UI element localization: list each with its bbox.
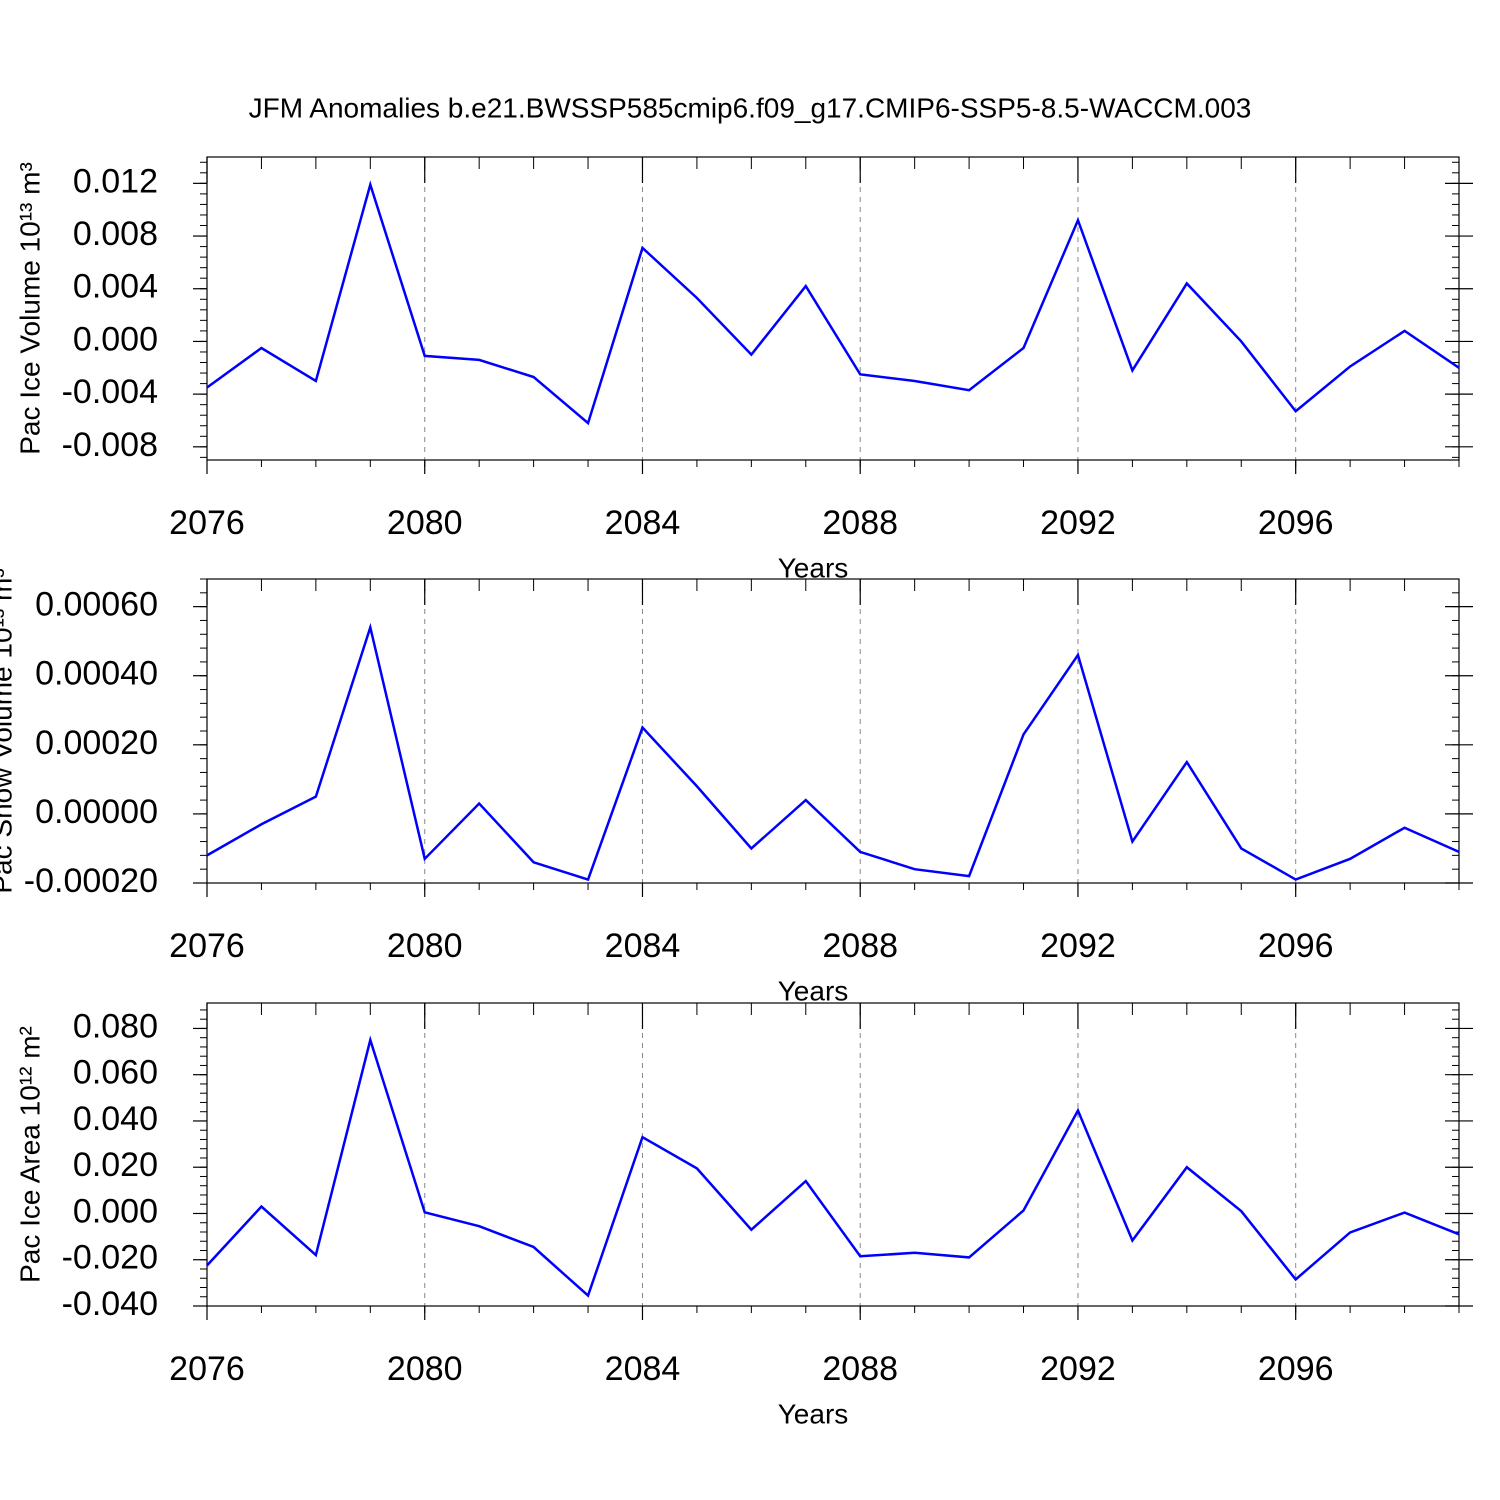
x-tick-label: 2080 (387, 927, 463, 965)
y-tick-label: 0.000 (73, 320, 158, 358)
y-axis-label: Pac Snow Volume 10¹³ m³ (0, 568, 17, 893)
y-tick-label: -0.00020 (24, 862, 158, 900)
y-tick-label: -0.020 (62, 1239, 158, 1277)
y-tick-label: -0.040 (62, 1285, 158, 1323)
data-line (206, 1035, 1460, 1298)
x-tick-label: 2084 (605, 1350, 681, 1388)
y-tick-label: 0.060 (73, 1054, 158, 1092)
x-tick-label: 2092 (1040, 1350, 1116, 1388)
y-tick-label: 0.008 (73, 215, 158, 253)
x-tick-label: 2088 (822, 1350, 898, 1388)
y-tick-label: 0.00020 (35, 724, 158, 762)
y-axis-label: Pac Ice Area 10¹² m² (14, 1026, 45, 1283)
x-tick-label: 2076 (169, 927, 245, 965)
y-tick-label: -0.004 (62, 373, 158, 411)
x-tick-label: 2076 (169, 504, 245, 542)
y-tick-label: 0.040 (73, 1100, 158, 1138)
y-tick-label: 0.080 (73, 1007, 158, 1045)
y-tick-label: 0.000 (73, 1192, 158, 1230)
x-tick-label: 2092 (1040, 927, 1116, 965)
y-tick-label: 0.020 (73, 1146, 158, 1184)
data-line (206, 180, 1460, 426)
x-tick-label: 2080 (387, 1350, 463, 1388)
x-tick-label: 2088 (822, 504, 898, 542)
x-tick-label: 2096 (1258, 504, 1334, 542)
x-axis-label: Years (778, 1398, 849, 1429)
plot-frame (206, 1002, 1460, 1307)
x-axis-label: Years (778, 975, 849, 1006)
x-tick-label: 2096 (1258, 927, 1334, 965)
x-tick-label: 2076 (169, 1350, 245, 1388)
chart-title: JFM Anomalies b.e21.BWSSP585cmip6.f09_g1… (249, 92, 1252, 123)
y-tick-label: 0.00040 (35, 655, 158, 693)
plot-frame (206, 156, 1460, 461)
x-tick-label: 2088 (822, 927, 898, 965)
x-tick-label: 2084 (605, 927, 681, 965)
data-line (206, 622, 1460, 882)
y-tick-label: 0.012 (73, 162, 158, 200)
plot-frame (206, 578, 1460, 884)
y-tick-label: 0.00060 (35, 586, 158, 624)
y-tick-label: -0.008 (62, 426, 158, 464)
x-tick-label: 2084 (605, 504, 681, 542)
x-tick-label: 2092 (1040, 504, 1116, 542)
x-tick-label: 2080 (387, 504, 463, 542)
y-tick-label: 0.004 (73, 268, 158, 306)
y-tick-label: 0.00000 (35, 793, 158, 831)
y-axis-label: Pac Ice Volume 10¹³ m³ (14, 162, 45, 455)
x-tick-label: 2096 (1258, 1350, 1334, 1388)
x-axis-label: Years (778, 552, 849, 583)
